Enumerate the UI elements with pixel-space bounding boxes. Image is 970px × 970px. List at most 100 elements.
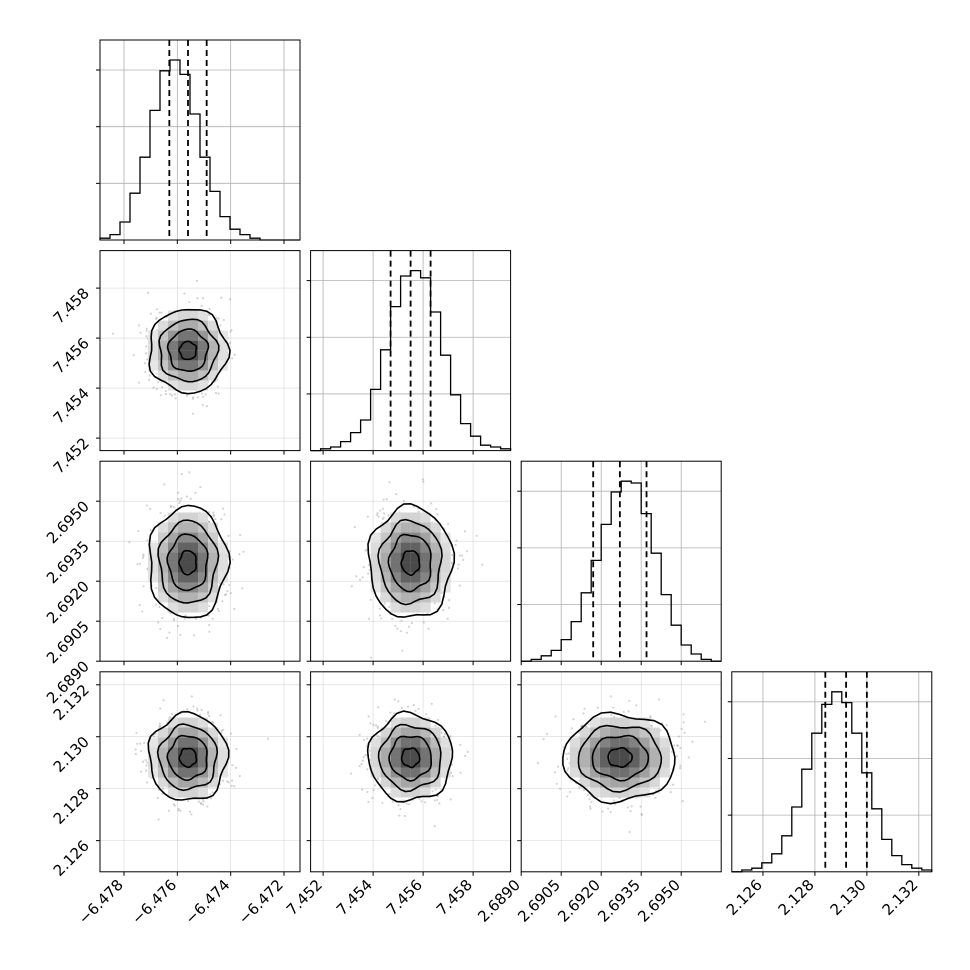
contour-1.5σ <box>388 735 432 782</box>
density-cell <box>380 572 391 583</box>
sample-point <box>391 800 394 803</box>
density-cell <box>639 717 650 728</box>
density-cell <box>178 767 188 778</box>
sample-point <box>201 403 204 407</box>
density-cell <box>168 310 178 321</box>
sample-point <box>381 801 384 804</box>
sample-point <box>410 621 414 625</box>
sample-point <box>163 483 166 486</box>
sample-point <box>200 304 203 307</box>
sample-point <box>364 549 367 552</box>
density-cell <box>168 340 178 351</box>
density-cell <box>629 767 640 778</box>
panel-frame <box>731 671 933 873</box>
density-cell <box>178 582 188 593</box>
sample-point <box>422 621 425 624</box>
contour-2σ <box>178 549 198 576</box>
density-cell <box>410 552 421 563</box>
sample-point <box>601 810 604 813</box>
density-cell <box>178 562 188 573</box>
sample-point <box>145 329 148 332</box>
density-cell <box>430 582 441 593</box>
sample-point <box>142 554 145 558</box>
sample-point <box>583 707 586 710</box>
sample-point <box>173 617 176 620</box>
x-tick-label: 2.126 <box>723 876 766 919</box>
density-cell <box>178 330 188 341</box>
density-cell <box>609 757 620 768</box>
sample-point <box>207 715 211 718</box>
sample-point <box>160 311 163 314</box>
density-cell <box>168 747 178 758</box>
sample-point <box>350 585 353 588</box>
density-cell <box>178 717 188 728</box>
sample-point <box>161 792 164 796</box>
sample-point <box>241 587 244 590</box>
density-cell <box>158 532 168 543</box>
sample-point <box>430 502 433 505</box>
density-cell <box>440 542 451 553</box>
density-cell <box>440 767 451 778</box>
sample-point <box>186 708 189 711</box>
sample-point <box>350 772 353 775</box>
sample-point <box>378 614 382 617</box>
sample-point <box>196 396 199 399</box>
density-cell <box>400 767 411 778</box>
sample-point <box>152 734 156 738</box>
sample-point <box>144 352 148 355</box>
sample-point <box>111 332 115 335</box>
sample-point <box>389 711 392 714</box>
density-cell <box>198 747 208 758</box>
sample-point <box>610 713 613 717</box>
density-cell <box>589 727 600 738</box>
sample-point <box>376 726 379 730</box>
sample-point <box>665 724 668 727</box>
sample-point <box>184 614 187 617</box>
density-cell <box>178 747 188 758</box>
x-tick-label: −6.478 <box>75 876 127 928</box>
density-cell <box>659 757 670 768</box>
sample-point <box>376 777 379 781</box>
density-cell <box>178 310 188 321</box>
sample-point <box>680 727 683 730</box>
density-cell <box>168 350 178 361</box>
density-cell <box>420 602 431 613</box>
sample-point <box>459 771 462 774</box>
sample-point <box>649 716 652 719</box>
density-cell <box>148 747 158 758</box>
sample-point <box>222 779 225 782</box>
density-cell <box>400 522 411 533</box>
density-cell <box>380 522 391 533</box>
sample-point <box>450 561 454 564</box>
sample-point <box>143 741 146 745</box>
density-cell <box>410 592 421 603</box>
density-cell <box>158 330 168 341</box>
density-cell <box>410 602 421 613</box>
sample-point <box>141 556 144 560</box>
sample-point <box>170 394 174 397</box>
sample-point <box>388 605 391 608</box>
density-cell <box>198 330 208 341</box>
density-cell <box>380 747 391 758</box>
sample-point <box>367 800 370 804</box>
sample-point <box>587 722 590 725</box>
sample-point <box>191 412 194 415</box>
sample-point <box>396 627 399 630</box>
sample-point <box>391 617 394 620</box>
sample-point <box>155 586 158 589</box>
contour-2σ <box>178 340 198 361</box>
sample-point <box>449 735 452 738</box>
sample-point <box>228 341 232 344</box>
density-cell <box>370 767 381 778</box>
density-cell <box>430 552 441 563</box>
density-cell <box>390 747 401 758</box>
density-cell <box>380 727 391 738</box>
density-cell <box>370 582 381 593</box>
sample-point <box>433 602 436 605</box>
sample-point <box>205 404 209 408</box>
sample-point <box>220 729 223 732</box>
density-cell <box>430 542 441 553</box>
sample-point <box>179 633 182 636</box>
sample-point <box>229 592 232 595</box>
